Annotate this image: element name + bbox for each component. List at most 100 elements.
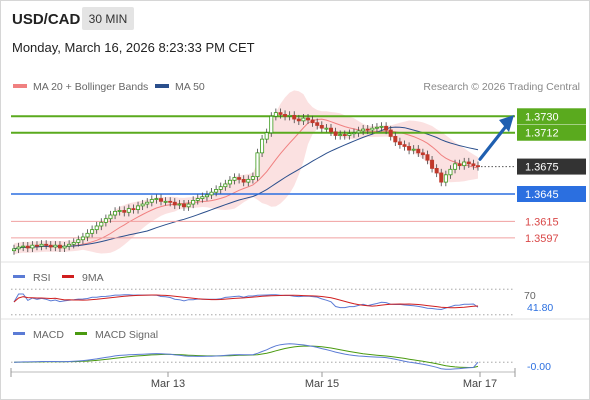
- timeframe-badge[interactable]: [82, 7, 134, 30]
- candle-body-down: [131, 208, 136, 211]
- candle: [283, 110, 288, 121]
- candle: [351, 128, 356, 138]
- candle: [113, 207, 118, 220]
- candle: [122, 206, 127, 217]
- candle: [439, 168, 444, 187]
- candle: [356, 126, 361, 137]
- candle-body-up: [255, 152, 260, 178]
- candle: [214, 185, 219, 197]
- candle-body-down: [122, 210, 127, 213]
- x-tick-label: Mar 15: [305, 378, 339, 390]
- candle: [287, 111, 292, 121]
- candle: [159, 194, 164, 206]
- candle: [209, 188, 214, 200]
- candle-body-up: [53, 244, 58, 248]
- candle: [218, 182, 223, 194]
- candle-body-up: [99, 221, 104, 227]
- candle-body-up: [195, 198, 200, 201]
- candle: [44, 240, 49, 250]
- candle-body-up: [351, 132, 356, 135]
- candle: [172, 198, 177, 210]
- candle-body-down: [397, 141, 402, 146]
- candle-body-up: [379, 125, 384, 128]
- candle: [237, 173, 242, 184]
- candle-body-down: [407, 146, 412, 151]
- candle: [319, 121, 324, 133]
- candle-body-up: [80, 236, 85, 241]
- candle: [94, 221, 99, 234]
- candle: [204, 190, 209, 201]
- candle-body-down: [402, 144, 407, 147]
- candle: [453, 159, 458, 174]
- resistance-label-box: [517, 124, 586, 141]
- current-price-label: 1.3675: [525, 162, 559, 174]
- rsi-ma-legend-label: 9MA: [82, 272, 104, 284]
- candle: [411, 145, 416, 155]
- candle-body-down: [241, 178, 246, 183]
- candle-body-down: [237, 177, 242, 180]
- forecast-arrow-head: [499, 115, 514, 133]
- candle: [255, 148, 260, 181]
- candle-body-down: [48, 244, 53, 248]
- candle: [462, 157, 467, 170]
- support-label-box: [517, 186, 586, 202]
- candle: [57, 241, 62, 253]
- candle-body-up: [232, 177, 237, 181]
- macd-signal-line: [13, 345, 479, 368]
- candle: [25, 242, 30, 253]
- candle-body-up: [113, 210, 118, 216]
- candle-body-down: [328, 127, 333, 133]
- candle: [195, 194, 200, 205]
- candle-body-down: [292, 114, 297, 120]
- candle-body-down: [342, 134, 347, 136]
- candle: [108, 210, 113, 223]
- candle-body-up: [347, 133, 352, 136]
- candle-body-up: [11, 248, 16, 252]
- candle: [53, 241, 58, 252]
- candle: [448, 165, 453, 179]
- candlestick-series: [11, 108, 480, 255]
- candle-body-up: [71, 242, 76, 245]
- candle: [200, 192, 205, 203]
- candle-body-down: [57, 244, 62, 249]
- candle: [67, 240, 72, 251]
- pivot-label: 1.3615: [525, 216, 559, 228]
- candle-body-down: [416, 148, 421, 154]
- candle: [260, 135, 265, 157]
- candle: [154, 194, 159, 204]
- candle-body-up: [338, 134, 343, 136]
- candle: [457, 159, 462, 170]
- credit-label: Research © 2026 Trading Central: [423, 81, 580, 93]
- candle-body-up: [218, 186, 223, 190]
- candle: [370, 124, 375, 135]
- candle-body-down: [310, 119, 315, 124]
- candle-body-down: [365, 128, 370, 131]
- candle: [117, 206, 122, 216]
- candle: [99, 218, 104, 231]
- x-tick-label: Mar 17: [463, 378, 497, 390]
- candle-body-down: [434, 167, 439, 174]
- candle-body-down: [420, 152, 425, 156]
- ma50-line: [13, 126, 479, 250]
- candle-body-up: [177, 203, 182, 206]
- candle-body-up: [204, 194, 209, 198]
- candle: [292, 111, 297, 124]
- bollinger-band-area: [14, 90, 478, 255]
- resistance-label: 1.3712: [525, 128, 559, 140]
- candle-body-up: [411, 148, 416, 151]
- candle: [177, 199, 182, 210]
- candle-body-up: [16, 246, 21, 250]
- candle-body-down: [315, 122, 320, 126]
- candle: [62, 242, 67, 253]
- x-tick-label: Mar 13: [151, 378, 185, 390]
- candle: [475, 161, 480, 171]
- candle-body-up: [260, 138, 265, 154]
- candle: [301, 114, 306, 125]
- candle: [241, 175, 246, 187]
- candle: [48, 241, 53, 252]
- candle: [296, 114, 301, 125]
- candle-body-up: [227, 179, 232, 185]
- candle: [361, 124, 366, 136]
- candle: [416, 145, 421, 157]
- candle: [333, 127, 338, 140]
